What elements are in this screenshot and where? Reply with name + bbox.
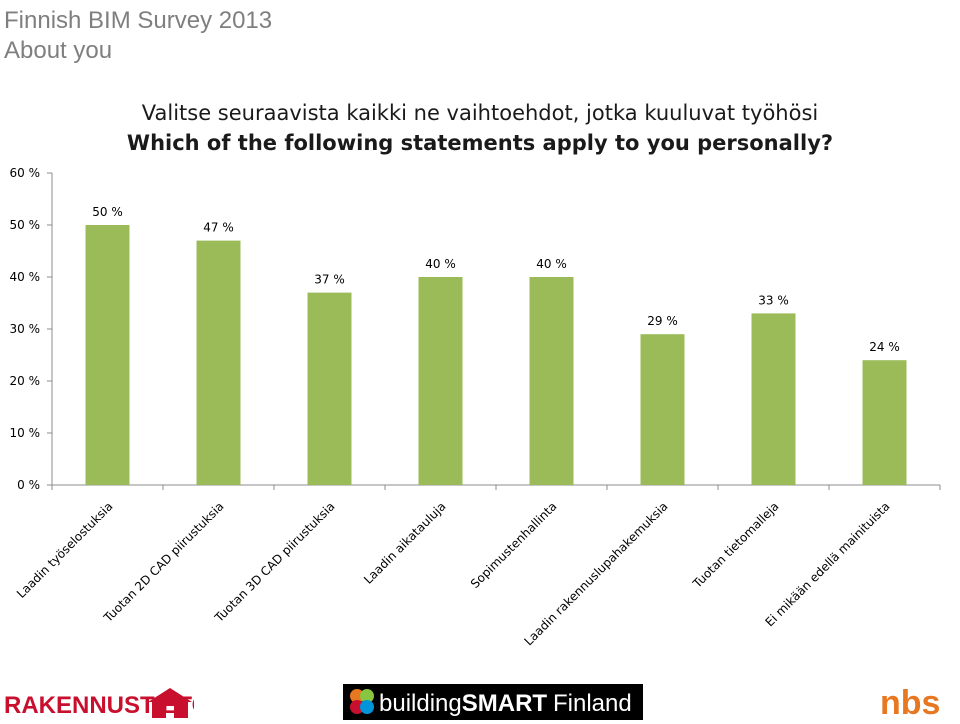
bar-value-label: 40 %	[425, 257, 456, 271]
bar-value-label: 24 %	[869, 340, 900, 354]
svg-text:buildingSMART: buildingSMART	[379, 690, 547, 717]
bar	[307, 292, 352, 485]
x-category-label: Tuotan tietomalleja	[690, 499, 782, 591]
bar-value-label: 40 %	[536, 257, 567, 271]
bar	[418, 277, 463, 485]
rakennustieto-logo: RAKENNUSTIETO	[4, 688, 194, 719]
buildingsmart-logo: buildingSMART Finland	[343, 684, 643, 720]
y-tick-label: 50 %	[10, 218, 41, 232]
y-tick-label: 30 %	[10, 322, 41, 336]
bar	[751, 313, 796, 485]
nbs-logo: nbs	[880, 684, 940, 720]
bar	[85, 225, 130, 485]
house-icon	[148, 688, 192, 718]
bar	[196, 240, 241, 485]
section-title: About you	[4, 37, 113, 64]
buildingsmart-flower-icon	[350, 689, 374, 714]
bar-value-label: 47 %	[203, 221, 234, 235]
y-tick-label: 40 %	[10, 270, 41, 284]
y-tick-label: 0 %	[17, 478, 40, 492]
bar	[862, 360, 907, 485]
survey-title: Finnish BIM Survey 2013	[4, 7, 273, 34]
buildingsmart-text-b: SMART	[462, 690, 548, 717]
buildingsmart-finland-text: Finland	[553, 690, 632, 717]
y-tick-label: 10 %	[10, 426, 41, 440]
bar	[640, 334, 685, 485]
chart-title-block: Valitse seuraavista kaikki ne vaihtoehdo…	[100, 98, 860, 158]
chart-title: Valitse seuraavista kaikki ne vaihtoehdo…	[141, 101, 819, 125]
bar-value-label: 33 %	[758, 293, 789, 307]
x-category-label: Tuotan 2D CAD piirustuksia	[100, 499, 226, 625]
bar-value-label: 29 %	[647, 314, 678, 328]
buildingsmart-text-a: building	[379, 690, 462, 717]
bar-value-label: 37 %	[314, 273, 345, 287]
slide-header: Finnish BIM Survey 2013 About you	[4, 6, 272, 66]
nbs-logo-text: nbs	[880, 684, 940, 720]
bar	[529, 277, 574, 485]
x-category-label: Laadin työselostuksia	[14, 499, 116, 601]
bar-value-label: 50 %	[92, 205, 123, 219]
x-category-label: Ei mikään edellä mainituista	[762, 499, 892, 629]
y-tick-label: 20 %	[10, 374, 41, 388]
chart-subtitle: Which of the following statements apply …	[126, 131, 834, 155]
bar-chart: 0 % 10 % 20 % 30 % 40 % 50 % 60 % 50 % Laadin ty…	[10, 166, 941, 648]
x-category-label: Sopimustenhallinta	[468, 499, 560, 591]
y-tick-label: 60 %	[10, 166, 41, 180]
x-category-label: Tuotan 3D CAD piirustuksia	[211, 499, 337, 625]
x-category-label: Laadin aikatauluja	[361, 499, 449, 587]
